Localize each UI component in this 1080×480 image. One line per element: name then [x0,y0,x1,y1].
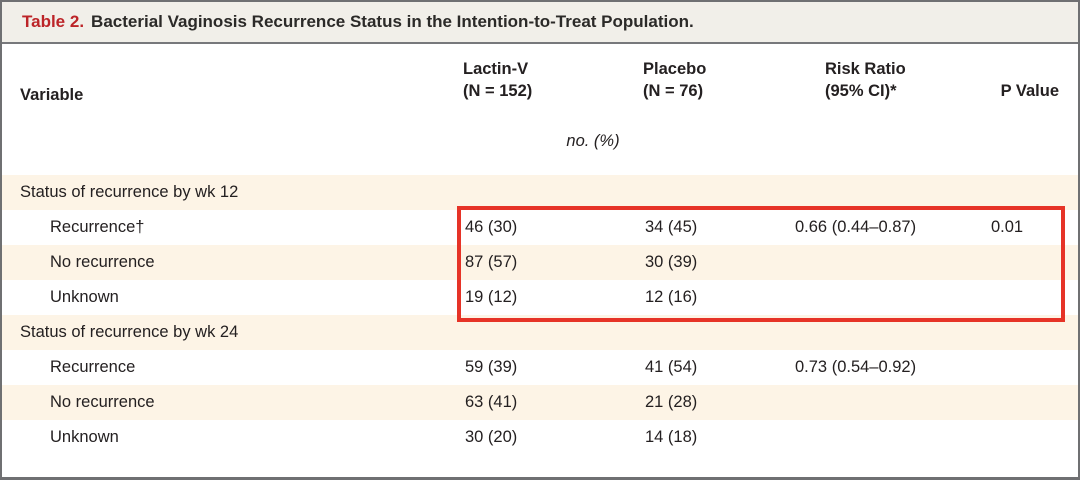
table-row-section-wk24: Status of recurrence by wk 24 [2,315,1078,350]
placebo-value: 34 (45) [645,218,698,236]
row-label: Status of recurrence by wk 12 [20,183,239,201]
lactin-v-value [465,175,645,210]
column-header-variable: Variable [20,86,84,104]
row-label: Unknown [50,428,119,446]
lactin-v-n: (N = 152) [463,82,533,100]
placebo-value: 21 (28) [645,393,698,411]
row-label: No recurrence [50,393,155,411]
row-label: Status of recurrence by wk 24 [20,323,239,341]
row-label: Recurrence [50,358,136,376]
lactin-v-value: 63 (41) [465,393,518,411]
table-row-wk24-recurrence: Recurrence 59 (39) 41 (54) 0.73 (0.54–0.… [2,350,1078,385]
table-row-section-wk12: Status of recurrence by wk 12 [2,175,1078,210]
table-row-wk24-no-recurrence: No recurrence 63 (41) 21 (28) [2,385,1078,420]
row-label: Recurrence† [50,218,145,236]
risk-ratio-value: 0.73 (0.54–0.92) [795,358,917,376]
p-value [985,245,1078,280]
risk-ratio-name: Risk Ratio [825,60,906,78]
table-row-wk24-unknown: Unknown 30 (20) 14 (18) [2,420,1078,455]
lactin-v-value: 19 (12) [465,288,518,306]
placebo-value [645,175,795,210]
table-row-wk12-unknown: Unknown 19 (12) 12 (16) [2,280,1078,315]
column-header-risk-ratio: Risk Ratio (95% CI)* [825,58,906,102]
table-title-bar: Table 2. Bacterial Vaginosis Recurrence … [2,2,1078,44]
table-row-wk12-recurrence: Recurrence† 46 (30) 34 (45) 0.66 (0.44–0… [2,210,1078,245]
placebo-name: Placebo [643,60,707,78]
lactin-v-value: 59 (39) [465,358,518,376]
risk-ratio-value [795,420,985,455]
lactin-v-value: 30 (20) [465,428,518,446]
table-number-label: Table 2. [22,12,85,31]
row-label: No recurrence [50,253,155,271]
p-value [985,280,1078,315]
table-body: Status of recurrence by wk 12 Recurrence… [2,175,1078,455]
column-header-lactin-v: Lactin-V (N = 152) [463,58,532,102]
p-value [985,420,1078,455]
risk-ratio-value [795,280,985,315]
placebo-value: 14 (18) [645,428,698,446]
placebo-value: 30 (39) [645,253,698,271]
risk-ratio-value [795,385,985,420]
placebo-value: 41 (54) [645,358,698,376]
lactin-v-value [465,315,645,350]
table-header: Variable Lactin-V (N = 152) Placebo (N = 7… [2,46,1078,175]
lactin-v-value: 87 (57) [465,253,518,271]
p-value [985,385,1078,420]
row-label: Unknown [50,288,119,306]
units-note: no. (%) [566,132,620,150]
placebo-value [645,315,795,350]
risk-ratio-ci: (95% CI)* [825,82,897,100]
p-value [985,350,1078,385]
risk-ratio-value [795,175,985,210]
p-value [985,175,1078,210]
column-header-placebo: Placebo (N = 76) [643,58,706,102]
risk-ratio-value [795,315,985,350]
table-row-wk12-no-recurrence: No recurrence 87 (57) 30 (39) [2,245,1078,280]
p-value [985,315,1078,350]
p-value: 0.01 [991,218,1024,236]
risk-ratio-value: 0.66 (0.44–0.87) [795,218,917,236]
column-header-p-value: P Value [1000,82,1059,100]
risk-ratio-value [795,245,985,280]
lactin-v-value: 46 (30) [465,218,518,236]
lactin-v-name: Lactin-V [463,60,529,78]
placebo-n: (N = 76) [643,82,704,100]
table-title-text: Bacterial Vaginosis Recurrence Status in… [91,12,694,31]
placebo-value: 12 (16) [645,288,698,306]
